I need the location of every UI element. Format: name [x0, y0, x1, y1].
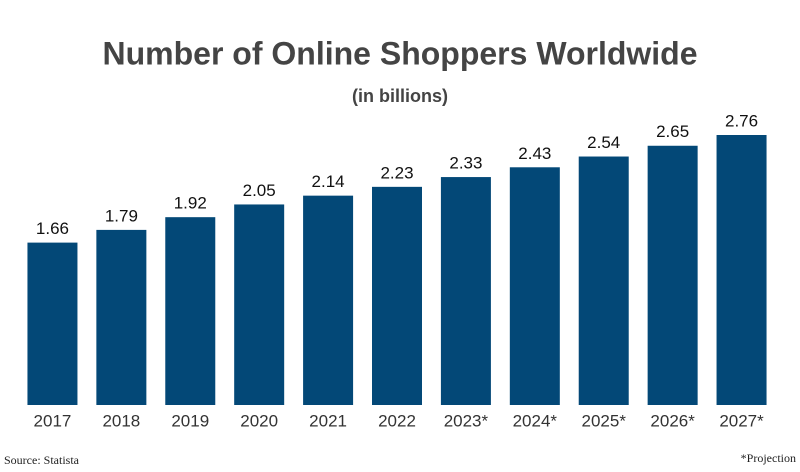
value-label: 2.54 — [587, 133, 620, 152]
value-label: 2.65 — [656, 122, 689, 141]
x-tick-label: 2024* — [513, 411, 558, 430]
chart-subtitle: (in billions) — [352, 86, 448, 106]
value-label: 2.33 — [449, 154, 482, 173]
value-label: 1.92 — [174, 194, 207, 213]
x-tick-label: 2021 — [309, 411, 347, 430]
bar — [440, 177, 491, 405]
x-tick-label: 2020 — [240, 411, 278, 430]
bar — [165, 217, 216, 405]
value-label: 2.05 — [243, 181, 276, 200]
x-tick-label: 2018 — [102, 411, 140, 430]
source-note: Source: Statista — [4, 453, 80, 467]
value-label: 1.66 — [36, 219, 69, 238]
value-label: 2.43 — [518, 144, 551, 163]
chart-title: Number of Online Shoppers Worldwide — [103, 35, 698, 71]
value-label: 2.14 — [312, 172, 345, 191]
bar — [372, 186, 422, 405]
value-label: 1.79 — [105, 206, 138, 225]
bar — [96, 229, 147, 405]
projection-note: *Projection — [741, 451, 796, 465]
x-tick-label: 2027* — [719, 411, 764, 430]
x-tick-label: 2023* — [444, 411, 489, 430]
bar — [27, 242, 78, 405]
value-label: 2.76 — [725, 111, 758, 130]
bar — [578, 156, 629, 405]
bar — [716, 135, 767, 405]
value-label: 2.23 — [380, 163, 413, 182]
bar — [647, 145, 698, 405]
x-tick-label: 2026* — [650, 411, 695, 430]
bar — [234, 204, 285, 405]
x-tick-label: 2025* — [582, 411, 627, 430]
x-tick-label: 2019 — [171, 411, 209, 430]
x-tick-label: 2017 — [34, 411, 72, 430]
bar — [509, 167, 560, 405]
bar — [303, 195, 354, 405]
x-tick-label: 2022 — [378, 411, 416, 430]
